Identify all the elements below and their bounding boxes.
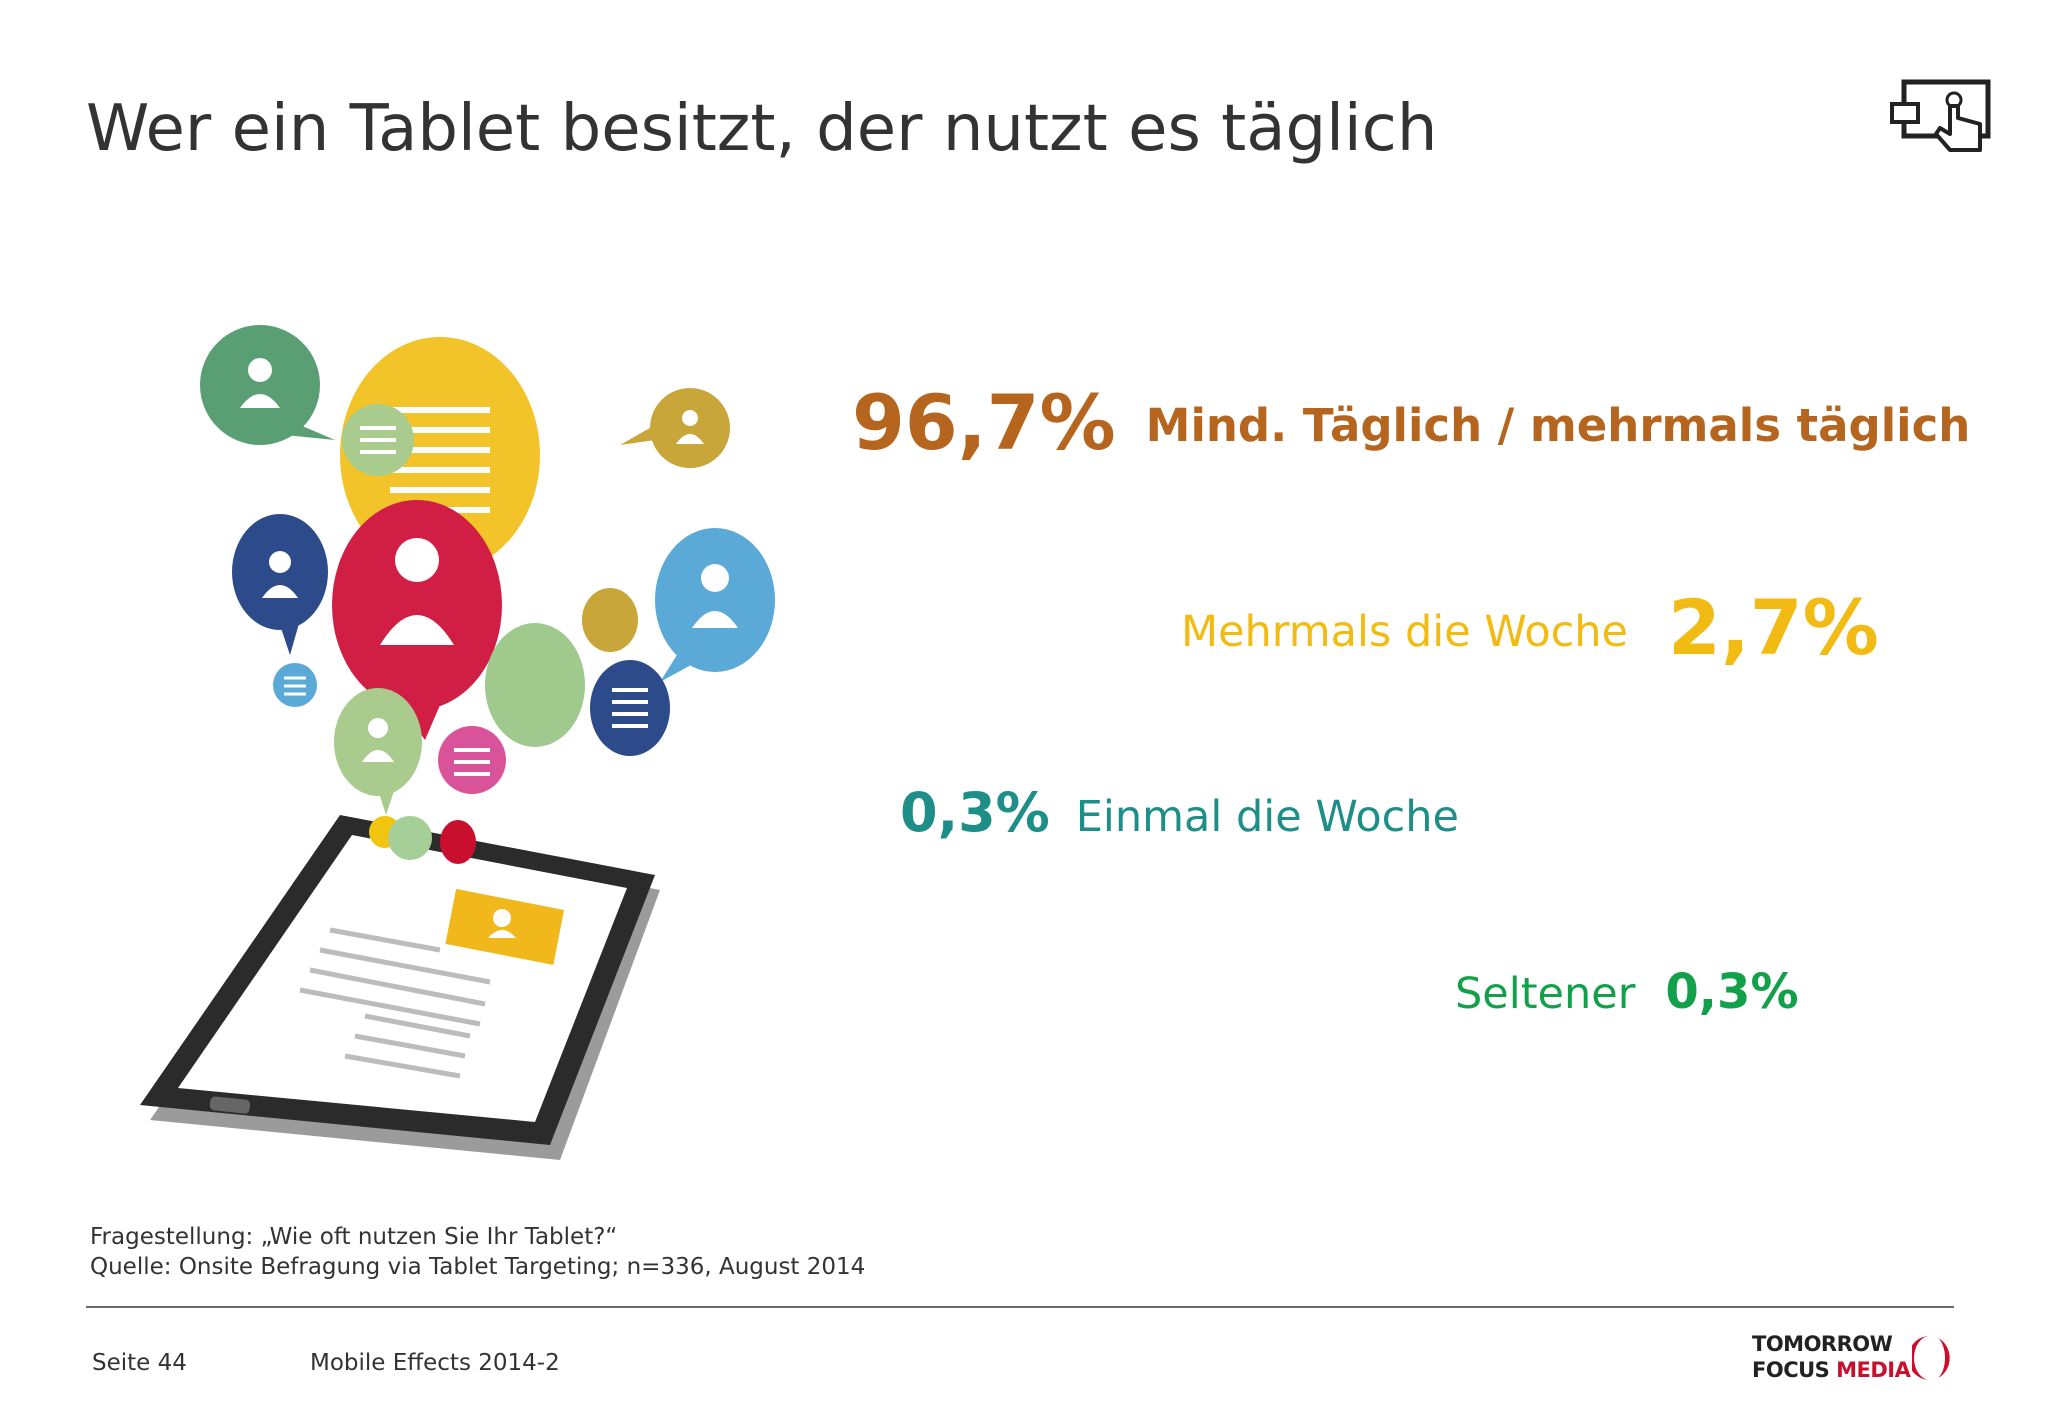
speech-bubble-blue-person (655, 528, 775, 682)
speech-bubble-navy-doc (590, 660, 670, 756)
stat-less-often: Seltener 0,3% (1455, 968, 1799, 1016)
logo-focus: FOCUS (1752, 1358, 1830, 1382)
stat-daily-label: Mind. Täglich / mehrmals täglich (1145, 399, 1971, 452)
tablet-social-bubbles-illustration (140, 325, 775, 1160)
tomorrow-focus-media-logo: TOMORROW FOCUS MEDIA (1752, 1330, 1962, 1390)
footnote-source: Quelle: Onsite Befragung via Tablet Targ… (90, 1254, 866, 1280)
speech-bubble-olive-person (620, 388, 730, 468)
stat-several-weekly-value: 2,7% (1668, 583, 1879, 672)
document-name: Mobile Effects 2014-2 (310, 1350, 560, 1376)
speech-bubble-red-person (332, 500, 502, 740)
stat-less-often-label: Seltener (1455, 969, 1636, 1019)
footnote-question: Fragestellung: „Wie oft nutzen Sie Ihr T… (90, 1224, 618, 1250)
stat-several-weekly: Mehrmals die Woche 2,7% (1181, 590, 1879, 666)
logo-media: MEDIA (1836, 1358, 1911, 1382)
page-title: Wer ein Tablet besitzt, der nutzt es täg… (86, 92, 1438, 166)
stat-once-weekly: 0,3% Einmal die Woche (900, 786, 1459, 840)
speech-bubble-light-green-doc (342, 404, 414, 476)
stat-less-often-value: 0,3% (1665, 964, 1799, 1020)
logo-line-1: TOMORROW (1752, 1332, 1893, 1356)
speech-bubble-green-person (200, 325, 335, 445)
footer-divider (86, 1306, 1954, 1308)
tablet-device (140, 815, 660, 1160)
logo-line-2: FOCUS MEDIA (1752, 1358, 1911, 1382)
stat-several-weekly-label: Mehrmals die Woche (1181, 607, 1629, 657)
small-bubble-blue-doc (273, 663, 317, 707)
speech-bubble-pale-green-person (334, 688, 422, 815)
stat-daily-value: 96,7% (852, 378, 1116, 467)
stat-once-weekly-value: 0,3% (900, 781, 1050, 844)
speech-bubble-navy-person (232, 514, 328, 655)
logo-mark-icon (1912, 1336, 1950, 1380)
speech-bubble-pink-doc (438, 726, 506, 794)
stat-daily: 96,7% Mind. Täglich / mehrmals täglich (852, 385, 1970, 461)
footnote: Fragestellung: „Wie oft nutzen Sie Ihr T… (90, 1222, 865, 1282)
stat-once-weekly-label: Einmal die Woche (1075, 792, 1460, 842)
tablet-touch-icon (1890, 79, 1991, 152)
page-number: Seite 44 (92, 1350, 187, 1376)
